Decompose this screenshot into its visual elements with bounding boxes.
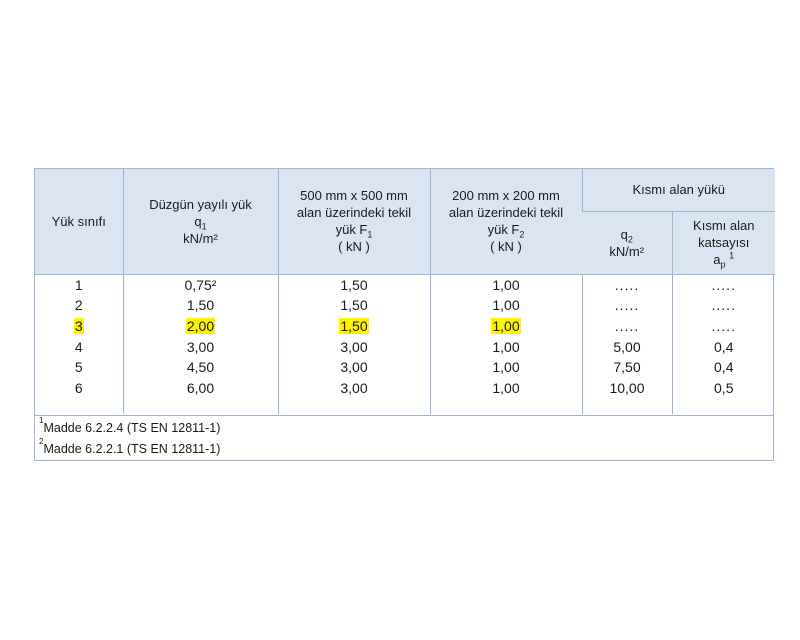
table: Yük sınıfı Düzgün yayılı yük q1 kN/m² 50… <box>35 169 775 414</box>
table-body: 1 2 3 4 5 6 0,75² 1,50 2,00 3,00 4,50 6,… <box>35 274 775 414</box>
table-cell: 1,00 <box>492 338 520 355</box>
table-cell: ..... <box>614 297 640 314</box>
table-cell: 1,50 <box>339 317 369 334</box>
col-point-load-f2: 1,00 1,00 1,00 1,00 1,00 1,00 <box>429 274 582 414</box>
table-cell: 4,50 <box>186 359 215 376</box>
table-cell: 0,75² <box>184 276 217 293</box>
header-load-class: Yük sınıfı <box>35 169 123 274</box>
table-cell: 1,00 <box>491 317 521 334</box>
col-load-class: 1 2 3 4 5 6 <box>35 274 123 414</box>
table-cell: 1,50 <box>340 276 368 293</box>
table-cell: 10,00 <box>609 379 645 396</box>
header-partial-area-load: Kısmı alan yükü <box>581 169 775 211</box>
col-point-load-f1: 1,50 1,50 1,50 3,00 3,00 3,00 <box>277 274 430 414</box>
table-cell: ..... <box>614 276 640 293</box>
table-cell: ..... <box>614 317 640 334</box>
header-uniform-load: Düzgün yayılı yük q1 kN/m² <box>122 169 278 274</box>
table-cell: 6 <box>74 379 83 396</box>
table-cell: 5,00 <box>613 338 641 355</box>
header-q2: q2 kN/m² <box>582 210 672 274</box>
table-cell: 3,00 <box>340 379 368 396</box>
table-cell: ..... <box>711 276 736 293</box>
table-cell: 6,00 <box>186 379 215 396</box>
table-cell: 1,00 <box>492 276 520 293</box>
col-q2: ..... ..... ..... 5,00 7,50 10,00 <box>581 274 672 414</box>
header-point-load-f2: 200 mm x 200 mm alan üzerindeki tekil yü… <box>429 169 582 274</box>
footnotes: 1Madde 6.2.2.4 (TS EN 12811-1) 2Madde 6.… <box>35 415 773 460</box>
table-cell: 0,4 <box>714 338 734 355</box>
table-cell: 5 <box>74 359 83 376</box>
table-cell: 4 <box>74 338 83 355</box>
load-class-table: Yük sınıfı Düzgün yayılı yük q1 kN/m² 50… <box>34 168 775 461</box>
table-cell: 1 <box>74 276 83 293</box>
table-cell: 1,50 <box>186 297 215 314</box>
table-cell: 1,00 <box>492 379 520 396</box>
table-cell: 1,00 <box>492 359 520 376</box>
header-partial-area-factor: Kısmı alan katsayısı ap 1 <box>671 210 775 274</box>
col-uniform-load: 0,75² 1,50 2,00 3,00 4,50 6,00 <box>122 274 278 414</box>
table-cell: 3,00 <box>186 338 215 355</box>
table-cell: 1,50 <box>340 297 368 314</box>
col-partial-area-factor: ..... ..... ..... 0,4 0,4 0,5 <box>671 274 775 414</box>
footnote: 1Madde 6.2.2.4 (TS EN 12811-1) <box>39 416 221 436</box>
table-cell: 2 <box>74 297 83 314</box>
table-cell: 0,5 <box>714 379 734 396</box>
table-cell: 0,4 <box>714 359 734 376</box>
table-cell: ..... <box>711 317 736 334</box>
table-cell: 1,00 <box>492 297 520 314</box>
table-cell: 3 <box>73 317 84 334</box>
table-cell: 2,00 <box>185 317 216 334</box>
footnote: 2Madde 6.2.2.1 (TS EN 12811-1) <box>39 437 221 457</box>
table-cell: 3,00 <box>340 359 368 376</box>
header-point-load-f1: 500 mm x 500 mm alan üzerindeki tekil yü… <box>277 169 430 274</box>
table-cell: ..... <box>711 297 736 314</box>
table-cell: 3,00 <box>340 338 368 355</box>
table-cell: 7,50 <box>613 359 641 376</box>
